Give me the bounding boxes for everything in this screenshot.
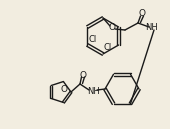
Text: O: O — [80, 71, 87, 79]
Text: O: O — [61, 84, 68, 94]
Text: Cl: Cl — [104, 43, 112, 52]
Text: NH: NH — [146, 23, 158, 33]
Text: NH: NH — [87, 87, 99, 95]
Text: Cl: Cl — [88, 35, 97, 44]
Text: O: O — [139, 10, 146, 18]
Text: O: O — [108, 23, 115, 33]
